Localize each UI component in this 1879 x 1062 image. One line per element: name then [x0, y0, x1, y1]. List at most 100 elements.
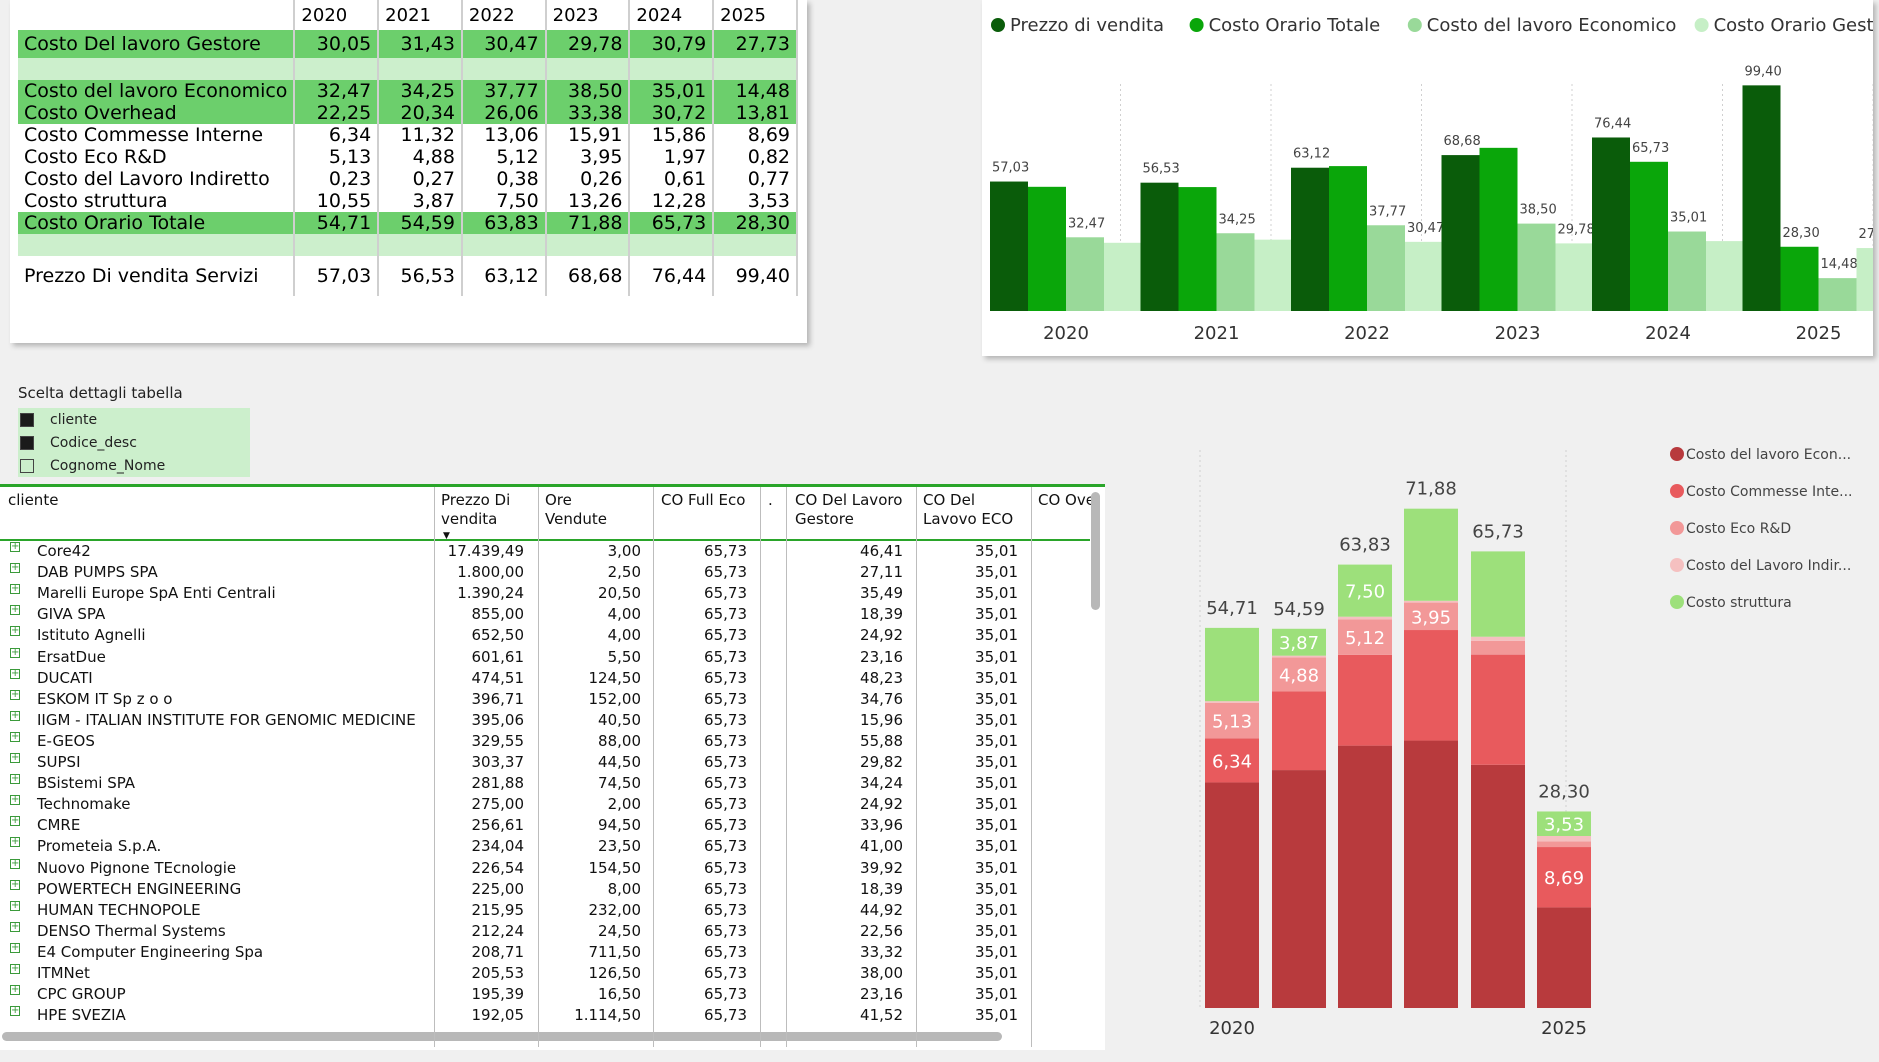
column-divider[interactable] [760, 487, 761, 1047]
expand-plus-icon[interactable]: + [10, 604, 20, 616]
bar[interactable] [1178, 187, 1217, 311]
table-row[interactable]: + BSistemi SPA 281,88 74,50 65,73 34,24 35,01 [0, 773, 1090, 794]
table-row[interactable]: + HPE SVEZIA 192,05 1.114,50 65,73 41,52 35,01 [0, 1005, 1090, 1026]
slicer-item[interactable]: Codice_desc [18, 431, 250, 454]
table-row[interactable]: + Core42 17.439,49 3,00 65,73 46,41 35,01 [0, 541, 1090, 562]
expand-plus-icon[interactable]: + [10, 920, 20, 932]
column-divider[interactable] [538, 487, 539, 1047]
expand-plus-icon[interactable]: + [10, 899, 20, 911]
table-row[interactable]: + DUCATI 474,51 124,50 65,73 48,23 35,01 [0, 668, 1090, 689]
expand-plus-icon[interactable]: + [10, 709, 20, 721]
stacked-segment[interactable] [1471, 764, 1525, 1008]
bar[interactable] [1856, 248, 1879, 311]
matrix-year-header[interactable]: 2023 [545, 0, 631, 30]
checkbox-checked-icon[interactable] [20, 412, 34, 427]
clustered-bar-chart[interactable]: Prezzo di vendita Costo Orario Totale Cost… [982, 0, 1879, 356]
column-divider[interactable] [434, 487, 435, 1047]
expand-plus-icon[interactable]: + [10, 836, 20, 848]
column-divider[interactable] [786, 487, 787, 1047]
column-divider[interactable] [653, 487, 654, 1047]
expand-plus-icon[interactable]: + [10, 773, 20, 785]
table-row[interactable]: + HUMAN TECHNOPOLE 215,95 232,00 65,73 44,92 3… [0, 900, 1090, 921]
checkbox-unchecked-icon[interactable] [20, 458, 34, 473]
stacked-segment[interactable] [1537, 841, 1591, 848]
stacked-segment[interactable] [1272, 628, 1326, 656]
stacked-segment[interactable] [1272, 691, 1326, 771]
stacked-segment[interactable] [1272, 657, 1326, 692]
vertical-scrollbar[interactable] [1091, 492, 1100, 610]
legend-item[interactable]: Costo Eco R&D [1670, 521, 1791, 537]
bar[interactable] [1329, 166, 1367, 311]
bar[interactable] [1367, 225, 1405, 311]
expand-plus-icon[interactable]: + [10, 794, 20, 806]
column-divider[interactable] [916, 487, 917, 1047]
table-row[interactable]: + ESKOM IT Sp z o o 396,71 152,00 65,73 34,76… [0, 689, 1090, 710]
stacked-bar-chart[interactable]: 6,34 5,13 54,71 4,88 3,87 54,59 5,12 7,50 63,83 3… [1130, 440, 1875, 1050]
table-row[interactable]: + CPC GROUP 195,39 16,50 65,73 23,16 35,01 [0, 984, 1090, 1005]
stacked-segment[interactable] [1338, 616, 1392, 620]
bar[interactable] [1706, 241, 1744, 311]
stacked-segment[interactable] [1205, 782, 1259, 1008]
bar[interactable] [1405, 241, 1443, 311]
stacked-segment[interactable] [1471, 640, 1525, 655]
expand-plus-icon[interactable]: + [10, 730, 20, 742]
table-row[interactable]: + SUPSI 303,37 44,50 65,73 29,82 35,01 [0, 752, 1090, 773]
stacked-segment[interactable] [1471, 551, 1525, 637]
stacked-segment[interactable] [1404, 602, 1458, 631]
column-header[interactable]: CO Del Lavovo ECO [923, 491, 1014, 528]
stacked-segment[interactable] [1537, 811, 1591, 837]
column-header[interactable]: Prezzo Di vendita [441, 491, 511, 528]
table-row[interactable]: + E-GEOS 329,55 88,00 65,73 55,88 35,01 [0, 731, 1090, 752]
expand-plus-icon[interactable]: + [10, 878, 20, 890]
matrix-year-header[interactable]: 2024 [629, 0, 715, 30]
bar[interactable] [1140, 182, 1179, 311]
stacked-segment[interactable] [1404, 740, 1458, 1008]
stacked-segment[interactable] [1205, 702, 1259, 739]
table-row[interactable]: + Technomake 275,00 2,00 65,73 24,92 35,01 [0, 794, 1090, 815]
bar[interactable] [1555, 243, 1594, 311]
table-row[interactable]: + Nuovo Pignone TEcnologie 226,54 154,50 65,… [0, 858, 1090, 879]
sort-descending-icon[interactable]: ▼ [443, 531, 450, 541]
bar[interactable] [1630, 161, 1668, 311]
stacked-segment[interactable] [1404, 630, 1458, 741]
expand-plus-icon[interactable]: + [10, 984, 20, 996]
legend-item[interactable]: Costo del lavoro Economico [1407, 15, 1677, 36]
table-row[interactable]: + IIGM - ITALIAN INSTITUTE FOR GENOMIC ME… [0, 710, 1090, 731]
table-row[interactable]: + GIVA SPA 855,00 4,00 65,73 18,39 35,01 [0, 604, 1090, 625]
expand-plus-icon[interactable]: + [10, 941, 20, 953]
stacked-segment[interactable] [1272, 770, 1326, 1008]
bar[interactable] [1742, 85, 1781, 311]
table-row[interactable]: + E4 Computer Engineering Spa 208,71 711,50… [0, 942, 1090, 963]
column-header[interactable]: CO Del Lavoro Gestore [795, 491, 903, 528]
column-header[interactable]: cliente [8, 491, 59, 509]
stacked-segment[interactable] [1338, 654, 1392, 746]
stacked-segment[interactable] [1272, 655, 1326, 658]
bar[interactable] [1216, 233, 1255, 311]
bar[interactable] [1291, 167, 1329, 311]
legend-item[interactable]: Costo del Lavoro Indir... [1670, 558, 1851, 574]
table-row[interactable]: + ITMNet 205,53 126,50 65,73 38,00 35,01 [0, 963, 1090, 984]
bar[interactable] [1668, 231, 1706, 311]
legend-item[interactable]: Costo Orario Totale [1189, 15, 1381, 36]
stacked-segment[interactable] [1471, 636, 1525, 641]
expand-plus-icon[interactable]: + [10, 667, 20, 679]
bar[interactable] [1780, 246, 1819, 311]
column-header[interactable]: Ore Vendute [545, 491, 607, 528]
expand-plus-icon[interactable]: + [10, 688, 20, 700]
table-row[interactable]: + DENSO Thermal Systems 212,24 24,50 65,73 22… [0, 921, 1090, 942]
bar[interactable] [1441, 155, 1480, 311]
slicer-item[interactable]: cliente [18, 408, 250, 431]
matrix-year-header[interactable]: 2021 [378, 0, 463, 30]
expand-plus-icon[interactable]: + [10, 752, 20, 763]
table-row[interactable]: + Prometeia S.p.A. 234,04 23,50 65,73 41,00 35… [0, 836, 1090, 857]
stacked-segment[interactable] [1537, 847, 1591, 908]
legend-item[interactable]: Costo Orario Gestore [1694, 15, 1879, 36]
legend-item[interactable]: Costo del lavoro Econ... [1670, 447, 1851, 463]
expand-plus-icon[interactable]: + [10, 1005, 20, 1017]
expand-plus-icon[interactable]: + [10, 646, 20, 658]
expand-plus-icon[interactable]: + [10, 815, 20, 827]
stacked-segment[interactable] [1537, 907, 1591, 1008]
bar[interactable] [1028, 186, 1066, 311]
column-header[interactable]: CO Full Eco [661, 491, 746, 509]
matrix-year-header[interactable]: 2022 [461, 0, 547, 30]
